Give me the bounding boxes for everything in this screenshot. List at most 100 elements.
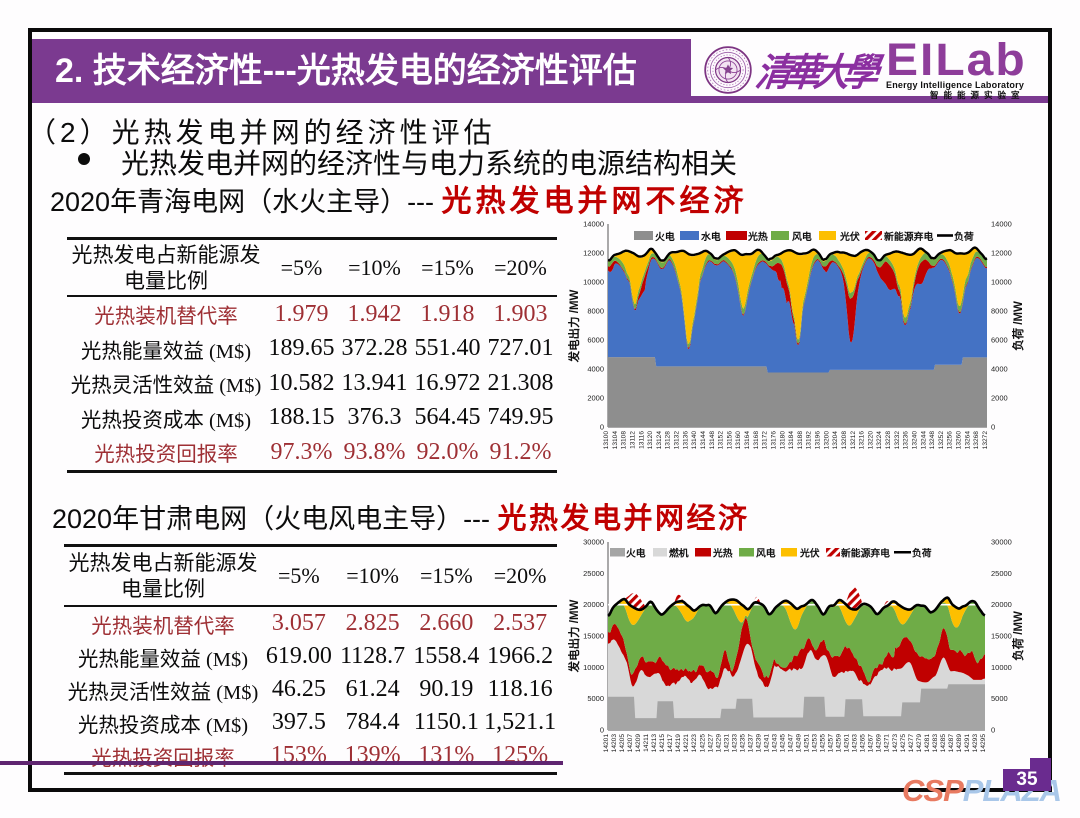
- svg-text:13240: 13240: [912, 431, 919, 450]
- svg-text:13204: 13204: [832, 431, 839, 450]
- svg-text:13104: 13104: [612, 431, 619, 450]
- svg-text:13148: 13148: [709, 431, 716, 450]
- svg-text:13200: 13200: [823, 431, 830, 450]
- svg-text:发电出力 /MW: 发电出力 /MW: [567, 599, 581, 673]
- svg-text:14227: 14227: [707, 734, 714, 753]
- svg-text:13116: 13116: [638, 431, 645, 449]
- svg-text:8000: 8000: [587, 307, 604, 316]
- svg-text:10000: 10000: [583, 663, 604, 672]
- svg-text:14251: 14251: [804, 734, 811, 753]
- svg-text:发电出力 /MW: 发电出力 /MW: [567, 289, 581, 363]
- svg-text:14241: 14241: [763, 734, 770, 753]
- svg-text:13176: 13176: [771, 431, 778, 450]
- svg-text:14273: 14273: [892, 734, 899, 753]
- svg-text:14237: 14237: [747, 734, 754, 753]
- svg-text:14000: 14000: [583, 220, 604, 229]
- svg-text:14219: 14219: [675, 734, 682, 753]
- svg-text:2000: 2000: [991, 394, 1008, 403]
- svg-text:负荷 /MW: 负荷 /MW: [1011, 301, 1025, 351]
- svg-text:14275: 14275: [900, 734, 907, 753]
- svg-text:0: 0: [600, 423, 604, 432]
- svg-text:14263: 14263: [852, 734, 859, 753]
- svg-text:13232: 13232: [894, 431, 901, 450]
- svg-text:0: 0: [600, 726, 604, 735]
- svg-text:25000: 25000: [991, 569, 1012, 578]
- svg-text:13256: 13256: [947, 431, 954, 450]
- svg-text:14277: 14277: [908, 734, 915, 753]
- svg-text:13100: 13100: [603, 431, 610, 450]
- svg-text:14221: 14221: [683, 734, 690, 753]
- svg-text:火电: 火电: [626, 547, 646, 560]
- svg-text:12000: 12000: [991, 249, 1012, 258]
- svg-text:2000: 2000: [587, 394, 604, 403]
- svg-text:6000: 6000: [587, 336, 604, 345]
- svg-text:光热: 光热: [712, 547, 733, 560]
- svg-text:14245: 14245: [780, 734, 787, 753]
- svg-text:14239: 14239: [755, 734, 762, 753]
- svg-text:0: 0: [991, 423, 995, 432]
- svg-text:风电: 风电: [792, 230, 812, 243]
- svg-text:13144: 13144: [700, 431, 707, 450]
- svg-text:8000: 8000: [991, 307, 1008, 316]
- svg-text:13132: 13132: [674, 431, 681, 450]
- svg-text:新能源弃电: 新能源弃电: [841, 547, 890, 560]
- svg-text:14261: 14261: [844, 734, 851, 753]
- svg-text:14249: 14249: [796, 734, 803, 753]
- svg-text:13220: 13220: [867, 431, 874, 450]
- svg-text:13244: 13244: [920, 431, 927, 450]
- svg-text:14293: 14293: [972, 734, 979, 753]
- svg-text:新能源弃电: 新能源弃电: [884, 230, 934, 243]
- svg-text:10000: 10000: [991, 278, 1012, 287]
- svg-text:13264: 13264: [964, 431, 971, 450]
- svg-text:13216: 13216: [859, 431, 866, 450]
- svg-text:13224: 13224: [876, 431, 883, 450]
- svg-text:15000: 15000: [991, 632, 1012, 641]
- svg-text:13112: 13112: [629, 431, 636, 449]
- svg-text:14235: 14235: [739, 734, 746, 753]
- svg-text:14287: 14287: [948, 734, 955, 753]
- svg-text:4000: 4000: [991, 365, 1008, 374]
- svg-text:5000: 5000: [587, 694, 604, 703]
- svg-text:30000: 30000: [583, 538, 604, 547]
- svg-text:13184: 13184: [788, 431, 795, 450]
- svg-text:14279: 14279: [916, 734, 923, 753]
- svg-text:13260: 13260: [956, 431, 963, 450]
- svg-text:14257: 14257: [828, 734, 835, 753]
- svg-text:14211: 14211: [643, 734, 650, 752]
- svg-text:14285: 14285: [940, 734, 947, 753]
- svg-text:13164: 13164: [744, 431, 751, 450]
- svg-text:14207: 14207: [627, 734, 634, 753]
- svg-text:0: 0: [991, 726, 995, 735]
- svg-text:13196: 13196: [815, 431, 822, 450]
- svg-text:光热: 光热: [747, 230, 768, 243]
- svg-text:14271: 14271: [884, 734, 891, 753]
- svg-text:14265: 14265: [860, 734, 867, 753]
- svg-text:13120: 13120: [647, 431, 654, 450]
- svg-text:14231: 14231: [723, 734, 730, 753]
- svg-text:13236: 13236: [903, 431, 910, 450]
- svg-text:14255: 14255: [820, 734, 827, 753]
- svg-text:13252: 13252: [938, 431, 945, 450]
- svg-text:13192: 13192: [806, 431, 813, 450]
- svg-text:25000: 25000: [583, 569, 604, 578]
- svg-text:13168: 13168: [753, 431, 760, 450]
- svg-text:13152: 13152: [718, 431, 725, 450]
- svg-text:14283: 14283: [932, 734, 939, 753]
- svg-text:14205: 14205: [619, 734, 626, 753]
- svg-text:14000: 14000: [991, 220, 1012, 229]
- svg-text:14201: 14201: [603, 734, 610, 753]
- svg-text:13212: 13212: [850, 431, 857, 450]
- svg-text:13180: 13180: [779, 431, 786, 450]
- svg-text:13160: 13160: [735, 431, 742, 450]
- svg-text:13188: 13188: [797, 431, 804, 450]
- svg-text:13172: 13172: [762, 431, 769, 450]
- svg-text:14281: 14281: [924, 734, 931, 753]
- svg-text:14223: 14223: [691, 734, 698, 753]
- svg-text:负荷: 负荷: [912, 547, 932, 560]
- svg-text:13228: 13228: [885, 431, 892, 450]
- svg-text:5000: 5000: [991, 694, 1008, 703]
- svg-text:14215: 14215: [659, 734, 666, 753]
- svg-text:6000: 6000: [991, 336, 1008, 345]
- svg-text:13108: 13108: [621, 431, 628, 450]
- svg-text:14259: 14259: [836, 734, 843, 753]
